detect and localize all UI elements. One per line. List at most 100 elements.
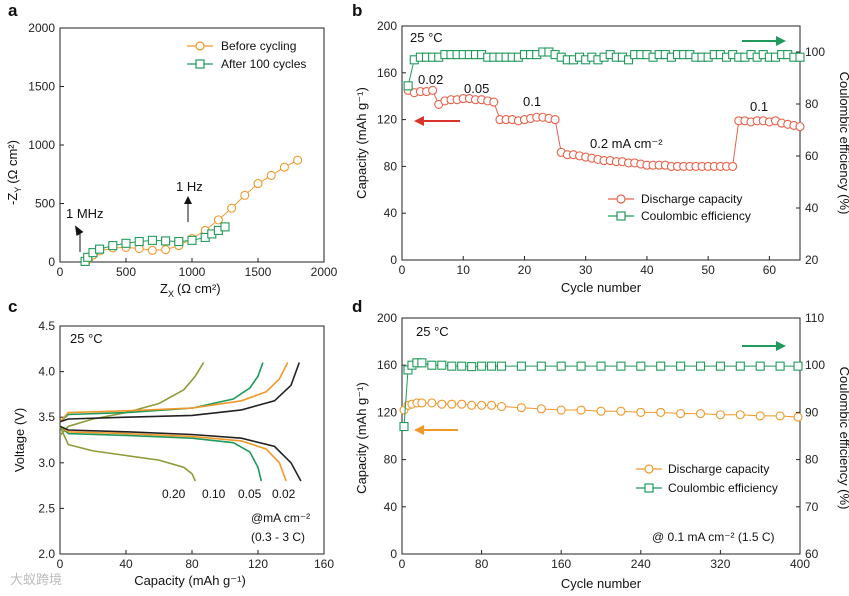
- pd-series-0-point: [556, 405, 566, 415]
- legend-b-discharge-marker: [616, 194, 626, 204]
- legend-after-marker: [195, 59, 205, 69]
- pd-series-1-point: [556, 361, 566, 371]
- x-tick-label: 80: [475, 557, 489, 571]
- panel-a-series: [80, 155, 303, 266]
- right-y-tick-label: 80: [805, 97, 819, 111]
- a-series-1-point: [83, 252, 93, 262]
- pb-series-0-point: [489, 97, 499, 107]
- legend-d-ce-label: Coulombic efficiency: [668, 481, 778, 495]
- pd-series-0-point: [755, 411, 765, 421]
- y-tick-label: 500: [35, 197, 55, 211]
- legend-b-discharge-label: Discharge capacity: [641, 192, 742, 206]
- pd-series-0-point: [417, 398, 427, 408]
- panel-c-rate-unit: @mA cm⁻²: [251, 511, 310, 525]
- a-series-0-point: [253, 179, 263, 189]
- panel-a: a 0 500 1000 1500 2000 0 500 1000 1500 2000 ZX (Ω…: [5, 1, 338, 299]
- legend-after-label: After 100 cycles: [221, 57, 306, 71]
- x-tick-label: 320: [710, 557, 730, 571]
- pd-series-1-point: [417, 358, 427, 368]
- pd-series-0-point: [676, 409, 686, 419]
- x-tick-label: 160: [314, 557, 334, 571]
- c-series-1-discharge: [59, 425, 263, 482]
- x-tick-label: 1500: [245, 265, 272, 279]
- a-series-0-point: [147, 245, 157, 255]
- pd-series-1-point: [457, 361, 467, 371]
- pd-series-0-point: [447, 399, 457, 409]
- panel-c-y-ticks: 2.0 2.5 3.0 3.5 4.0 4.5: [38, 319, 64, 561]
- y-tick-label: 200: [377, 311, 397, 325]
- panel-c-series: [59, 362, 302, 482]
- panel-d-legend: Discharge capacity Coulombic efficiency: [636, 462, 778, 495]
- legend-d-discharge-marker: [644, 464, 654, 474]
- panel-b-right-y-axis-label: Coulombic efficiency (%): [837, 72, 849, 215]
- pd-series-0-point: [486, 400, 497, 410]
- panel-a-x-axis-label: ZX (Ω cm²): [160, 281, 221, 299]
- x-tick-label: 50: [701, 263, 715, 277]
- panel-d-right-axis-arrowhead: [776, 341, 786, 351]
- y-tick-label: 1500: [28, 80, 55, 94]
- c-series-1-charge: [59, 362, 264, 423]
- y-tick-label: 3.0: [38, 456, 55, 470]
- pd-series-0-line: [403, 402, 799, 418]
- a-series-1-point: [161, 236, 171, 246]
- panel-b-label: b: [352, 1, 362, 20]
- x-tick-label: 2000: [311, 265, 338, 279]
- right-y-tick-label: 20: [805, 253, 819, 267]
- panel-d-y-axis-label: Capacity (mAh g⁻¹): [354, 382, 369, 494]
- panel-a-legend: Before cycling After 100 cycles: [187, 39, 306, 71]
- panel-b-rate-0.02: 0.02: [418, 72, 443, 87]
- pd-series-0-point: [516, 403, 526, 413]
- pd-series-0-point: [467, 400, 477, 410]
- pd-series-0-point: [636, 407, 646, 417]
- x-tick-label: 60: [763, 263, 777, 277]
- c-series-2-discharge: [59, 425, 287, 482]
- pd-series-0-point: [735, 410, 745, 420]
- panel-a-x-ticks: 0 500 1000 1500 2000: [57, 258, 338, 279]
- y-tick-label: 4.5: [38, 319, 55, 333]
- legend-before-label: Before cycling: [221, 39, 296, 53]
- pb-series-0-point: [728, 161, 738, 171]
- panel-b-rate-0.1-return: 0.1: [750, 99, 768, 114]
- pd-series-1-line: [403, 362, 798, 427]
- legend-b-ce-marker: [616, 211, 626, 221]
- pb-series-0-point: [428, 85, 438, 95]
- panel-d-right-y-axis-label: Coulombic efficiency (%): [837, 367, 849, 510]
- right-y-tick-label: 100: [805, 358, 825, 372]
- x-tick-label: 40: [119, 557, 133, 571]
- pd-series-1-point: [486, 361, 497, 371]
- pd-series-1-point: [467, 362, 477, 372]
- x-tick-label: 40: [640, 263, 654, 277]
- y-tick-label: 2000: [28, 21, 55, 35]
- panel-c-label-0.20: 0.20: [162, 487, 186, 501]
- panel-d-x-ticks: 0 80 160 240 320 400: [399, 550, 810, 571]
- panel-b-legend: Discharge capacity Coulombic efficiency: [608, 192, 751, 223]
- x-tick-label: 0: [57, 265, 64, 279]
- pd-series-1-point: [399, 422, 409, 432]
- annotation-1hz-arrowhead: [184, 196, 192, 204]
- a-series-1-point: [108, 241, 118, 251]
- pd-series-0-point: [775, 411, 785, 421]
- y-tick-label: 120: [377, 405, 397, 419]
- right-y-tick-label: 90: [805, 405, 819, 419]
- panel-b-plot-frame: [401, 25, 801, 261]
- y-tick-label: 80: [384, 159, 398, 173]
- c-series-0-discharge: [59, 425, 197, 482]
- y-tick-label: 40: [384, 206, 398, 220]
- panel-d-series: [399, 358, 803, 432]
- right-y-tick-label: 40: [805, 201, 819, 215]
- pd-series-1-point: [437, 360, 447, 370]
- pb-series-0-point: [550, 115, 560, 125]
- right-y-tick-label: 60: [805, 547, 819, 561]
- pd-series-1-point: [656, 361, 666, 371]
- x-tick-label: 0: [57, 557, 64, 571]
- y-tick-label: 0: [48, 255, 55, 269]
- panel-c-label-0.10: 0.10: [202, 487, 226, 501]
- panel-d-plot-frame: [401, 317, 801, 555]
- pd-series-0-point: [656, 407, 666, 417]
- right-y-tick-label: 80: [805, 453, 819, 467]
- a-series-0-point: [293, 155, 303, 165]
- panel-b-rate-0.05: 0.05: [464, 81, 489, 96]
- panel-c-temperature: 25 °C: [70, 331, 103, 346]
- pd-series-0-point: [536, 404, 546, 414]
- pd-series-1-point: [775, 361, 785, 371]
